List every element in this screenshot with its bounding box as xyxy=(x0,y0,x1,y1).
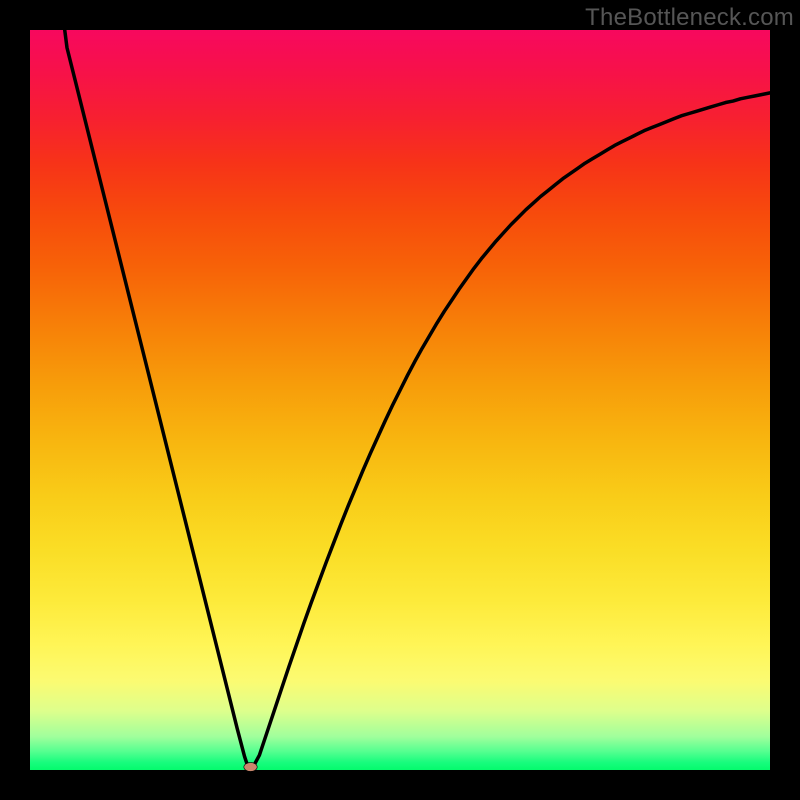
watermark-text: TheBottleneck.com xyxy=(585,4,794,32)
plot-area xyxy=(30,30,770,770)
bottleneck-curve xyxy=(30,30,770,770)
minimum-marker xyxy=(244,763,257,772)
chart-frame: TheBottleneck.com xyxy=(0,0,800,800)
